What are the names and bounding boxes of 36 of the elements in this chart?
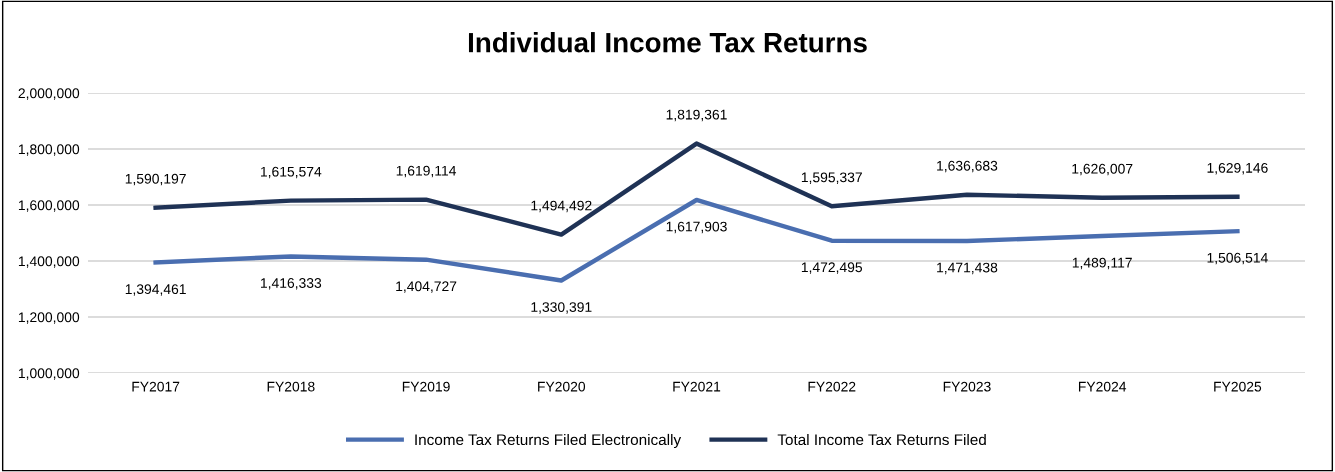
data-label: 1,595,337 [801,172,862,184]
legend-label: Income Tax Returns Filed Electronically [415,433,682,449]
data-label: 1,819,361 [666,109,727,122]
y-tick-label: 1,000,000 [18,368,80,380]
x-tick-label: FY2020 [538,381,586,392]
data-label: 1,619,114 [396,165,457,178]
x-tick-label: FY2025 [1214,381,1262,392]
data-label: 1,506,514 [1207,252,1268,265]
x-tick-label: FY2019 [402,381,450,392]
x-tick-label: FY2018 [267,381,315,392]
data-label: 1,626,007 [1072,163,1133,176]
y-tick-label: 2,000,000 [18,88,80,100]
data-label: 1,330,391 [531,302,592,314]
data-label: 1,494,492 [531,200,592,213]
x-tick-label: FY2023 [943,381,991,392]
y-tick-label: 1,400,000 [18,256,80,268]
y-tick-label: 1,600,000 [18,200,80,212]
data-label: 1,590,197 [125,173,186,186]
data-label: 1,416,333 [261,278,322,290]
legend-label: Total Income Tax Returns Filed [777,433,986,446]
data-label: 1,404,727 [396,281,457,293]
data-label: 1,615,574 [261,166,322,179]
x-tick-label: FY2017 [132,381,180,392]
x-tick-label: FY2021 [673,381,721,392]
data-label: 1,472,495 [801,262,863,274]
data-label: 1,617,903 [666,221,727,234]
data-label: 1,636,683 [937,160,998,173]
y-tick-label: 1,800,000 [18,144,80,156]
data-label: 1,471,438 [937,262,998,275]
x-tick-label: FY2022 [808,381,856,392]
data-label: 1,629,146 [1207,162,1268,175]
chart-title: Individual Income Tax Returns [468,32,867,53]
data-label: 1,394,461 [125,284,186,296]
x-tick-label: FY2024 [1078,381,1127,392]
data-label: 1,489,117 [1072,257,1132,270]
y-tick-label: 1,200,000 [18,312,80,324]
